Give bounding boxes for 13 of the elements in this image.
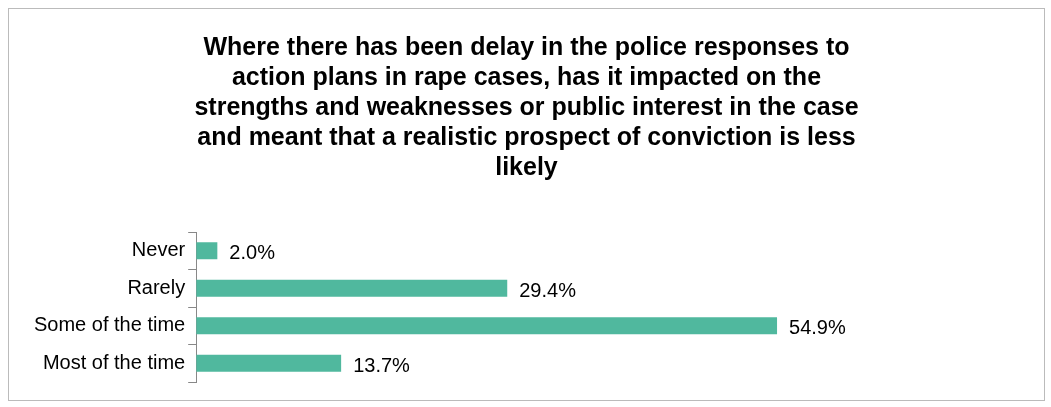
bar (196, 242, 218, 260)
y-tick-label: Most of the time (42, 350, 186, 373)
bar (196, 279, 508, 297)
data-label: 13.7% (353, 353, 411, 376)
bar (196, 354, 342, 372)
y-tick-label: Never (131, 238, 186, 261)
data-label: 29.4% (519, 278, 577, 301)
data-label: 2.0% (229, 241, 276, 264)
y-tick-label: Rarely (127, 275, 186, 298)
chart-title: Where there has been delay in the police responses to action plans in rape cases, has it impacted on the strengths and weaknesses or public interest in the case and meant that a realistic prospect of conviction is less likely (193, 31, 860, 181)
bar (196, 317, 778, 335)
data-label: 54.9% (789, 316, 846, 339)
y-tick-label: Some of the time (33, 313, 186, 336)
